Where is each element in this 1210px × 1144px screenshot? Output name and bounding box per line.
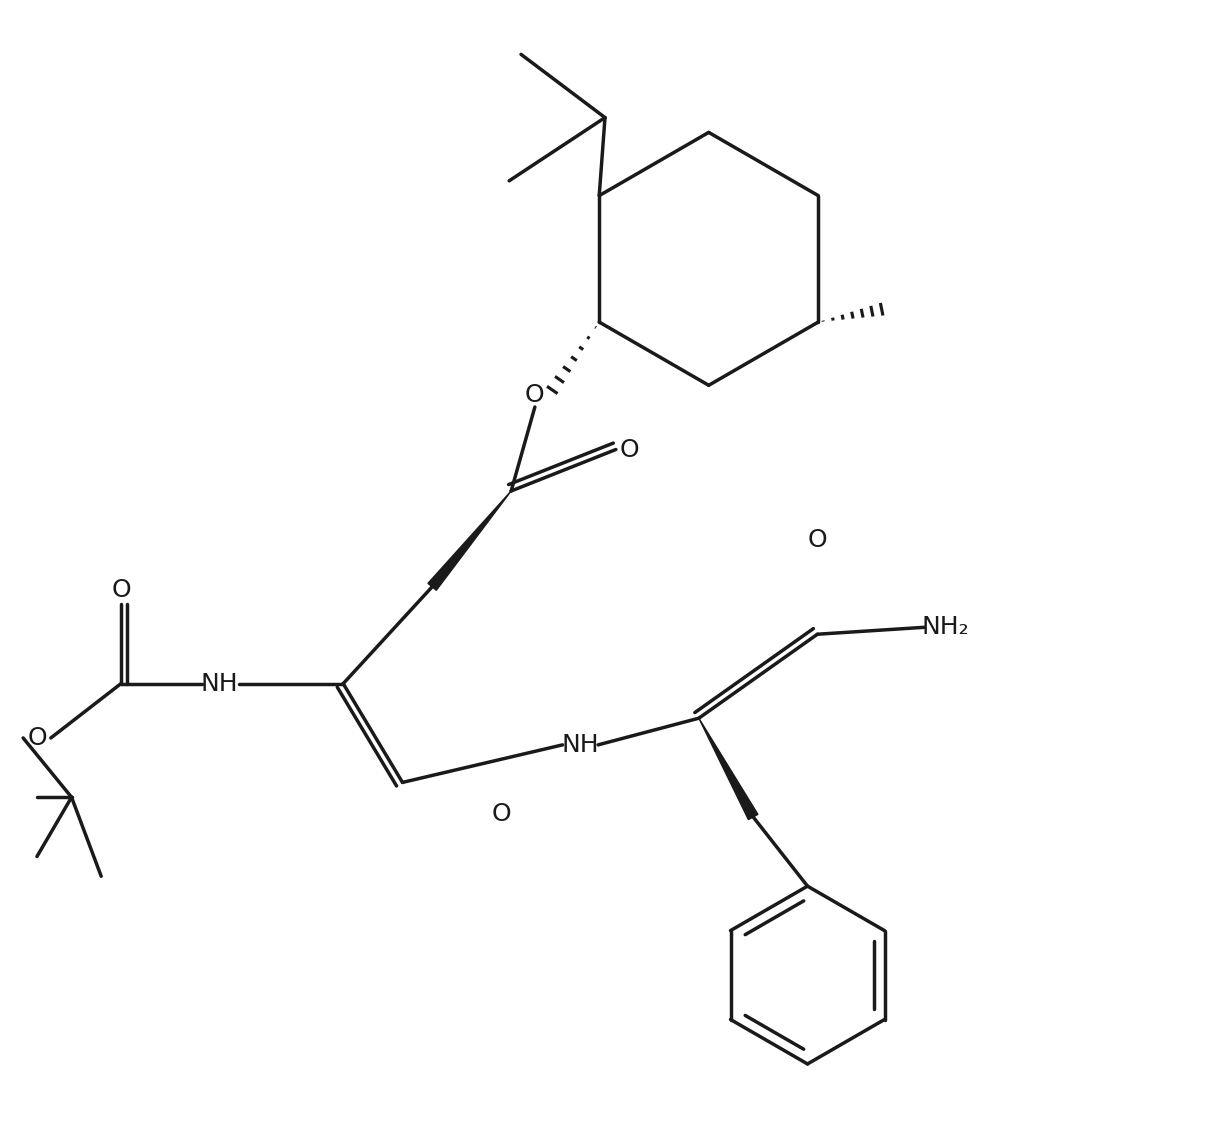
Text: O: O [525,383,544,407]
Polygon shape [428,491,511,590]
Polygon shape [699,718,757,819]
Text: NH: NH [561,733,599,757]
Text: O: O [111,578,131,602]
Text: O: O [620,437,640,461]
Text: NH₂: NH₂ [922,615,969,639]
Text: NH: NH [201,672,238,696]
Text: O: O [807,529,828,553]
Text: O: O [491,802,511,826]
Text: O: O [27,726,47,750]
